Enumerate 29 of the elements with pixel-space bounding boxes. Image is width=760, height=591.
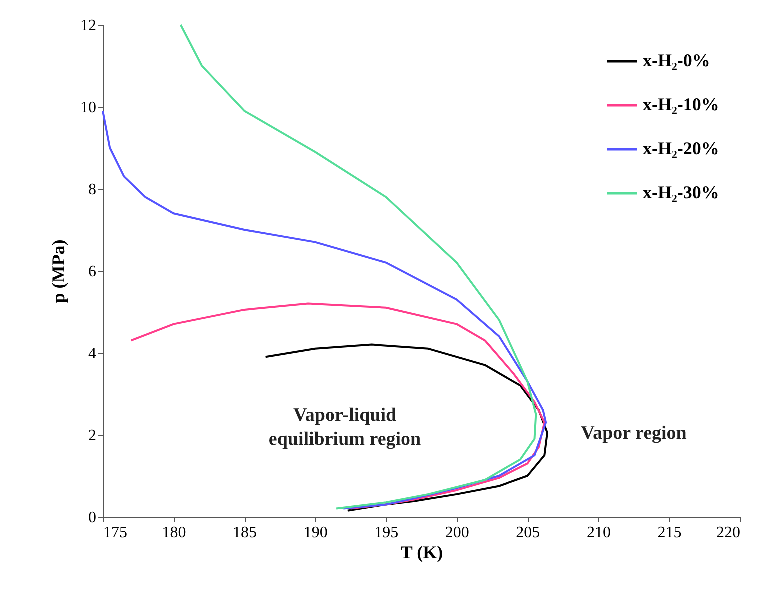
legend-label: x-H₂-0% [643, 50, 710, 70]
legend-label: x-H₂-30% [643, 182, 720, 202]
line-series [102, 110, 548, 510]
x-tick-label: 215 [658, 524, 682, 542]
x-tick-label: 195 [374, 524, 399, 542]
y-tick-label: 4 [88, 346, 96, 362]
x-tick-label: 210 [586, 524, 611, 542]
x-tick-label: 200 [445, 524, 470, 542]
x-tick-label: 185 [233, 524, 258, 542]
y-tick-label: 6 [88, 264, 96, 280]
y-tick-label: 8 [88, 182, 96, 198]
x-tick-label: 220 [716, 524, 740, 542]
x-tick-label: 205 [516, 524, 540, 542]
line-series [264, 344, 548, 512]
line-series [130, 302, 546, 510]
y-axis-title: p (MPa) [48, 240, 68, 304]
y-tick-label: 12 [80, 18, 96, 34]
y-tick-label: 0 [88, 510, 96, 526]
legend-label: x-H₂-10% [643, 94, 720, 114]
annotation: Vapor region [581, 423, 688, 444]
annotation: Vapor-liquid equilibrium region [268, 405, 422, 450]
x-tick-label: 175 [104, 524, 128, 542]
y-tick-label: 2 [88, 428, 96, 444]
x-tick-label: 190 [304, 524, 328, 542]
y-tick-label: 10 [80, 100, 96, 116]
legend-label: x-H₂-20% [643, 138, 720, 158]
line-series [180, 24, 538, 510]
x-tick-label: 180 [162, 524, 186, 542]
x-axis-title: T (K) [400, 542, 444, 562]
